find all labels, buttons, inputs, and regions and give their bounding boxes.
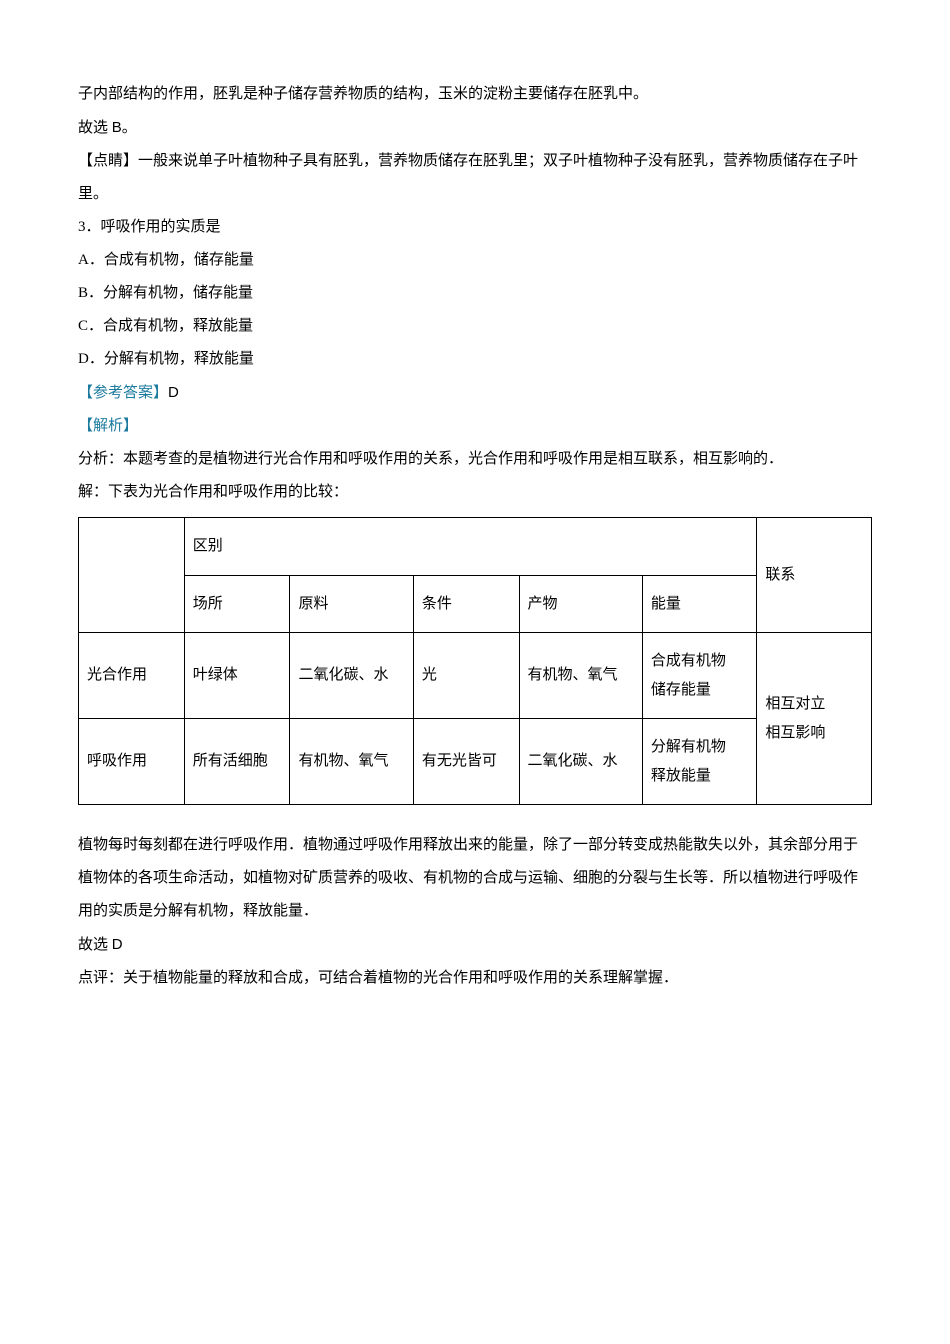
- question-stem: 3．呼吸作用的实质是: [78, 211, 872, 244]
- comparison-table: 区别 联系 场所 原料 条件 产物 能量 光合作用 叶绿体 二氧化碳、水 光 有…: [78, 517, 872, 805]
- row-name: 呼吸作用: [79, 719, 185, 805]
- option-c: C．合成有机物，释放能量: [78, 310, 872, 343]
- answer-letter: B: [112, 119, 122, 136]
- analysis-paragraph: 解：下表为光合作用和呼吸作用的比较：: [78, 476, 872, 509]
- option-b: B．分解有机物，储存能量: [78, 277, 872, 310]
- cell: 有无光皆可: [413, 719, 519, 805]
- table-row: 区别 联系: [79, 518, 872, 576]
- table-row: 呼吸作用 所有活细胞 有机物、氧气 有无光皆可 二氧化碳、水 分解有机物释放能量: [79, 719, 872, 805]
- subheader: 场所: [184, 575, 290, 633]
- option-d: D．分解有机物，释放能量: [78, 343, 872, 376]
- answer-prefix: 故选: [78, 937, 112, 953]
- answer-prefix: 故选: [78, 120, 112, 136]
- cell: 光: [413, 633, 519, 719]
- reference-answer: 【参考答案】D: [78, 376, 872, 410]
- subheader: 条件: [413, 575, 519, 633]
- answer-label: 【参考答案】: [78, 385, 168, 401]
- answer-suffix: 。: [122, 120, 137, 136]
- subheader: 能量: [642, 575, 757, 633]
- answer-letter: D: [112, 936, 123, 953]
- document-page: 子内部结构的作用，胚乳是种子储存营养物质的结构，玉米的淀粉主要储存在胚乳中。 故…: [0, 0, 950, 1035]
- answer-line: 故选 B。: [78, 111, 872, 145]
- subheader: 产物: [519, 575, 642, 633]
- comment-paragraph: 点评：关于植物能量的释放和合成，可结合着植物的光合作用和呼吸作用的关系理解掌握．: [78, 962, 872, 995]
- cell: 二氧化碳、水: [519, 719, 642, 805]
- link-cell: 相互对立相互影响: [757, 633, 872, 805]
- cell: 所有活细胞: [184, 719, 290, 805]
- paragraph: 子内部结构的作用，胚乳是种子储存营养物质的结构，玉米的淀粉主要储存在胚乳中。: [78, 78, 872, 111]
- table-row: 场所 原料 条件 产物 能量: [79, 575, 872, 633]
- table-row: 光合作用 叶绿体 二氧化碳、水 光 有机物、氧气 合成有机物储存能量 相互对立相…: [79, 633, 872, 719]
- cell: 有机物、氧气: [519, 633, 642, 719]
- paragraph: 植物每时每刻都在进行呼吸作用．植物通过呼吸作用释放出来的能量，除了一部分转变成热…: [78, 829, 872, 928]
- answer-line: 故选 D: [78, 928, 872, 962]
- cell: 二氧化碳、水: [290, 633, 413, 719]
- analysis-paragraph: 分析：本题考查的是植物进行光合作用和呼吸作用的关系，光合作用和呼吸作用是相互联系…: [78, 443, 872, 476]
- row-name: 光合作用: [79, 633, 185, 719]
- header-difference: 区别: [184, 518, 757, 576]
- analysis-heading: 【解析】: [78, 410, 872, 443]
- analysis-label: 【解析】: [78, 418, 138, 434]
- header-link: 联系: [757, 518, 872, 633]
- header-blank: [79, 518, 185, 633]
- cell: 合成有机物储存能量: [642, 633, 757, 719]
- answer-value: D: [168, 384, 179, 401]
- cell: 有机物、氧气: [290, 719, 413, 805]
- option-a: A．合成有机物，储存能量: [78, 244, 872, 277]
- cell: 分解有机物释放能量: [642, 719, 757, 805]
- tip-paragraph: 【点睛】一般来说单子叶植物种子具有胚乳，营养物质储存在胚乳里；双子叶植物种子没有…: [78, 145, 872, 211]
- subheader: 原料: [290, 575, 413, 633]
- cell: 叶绿体: [184, 633, 290, 719]
